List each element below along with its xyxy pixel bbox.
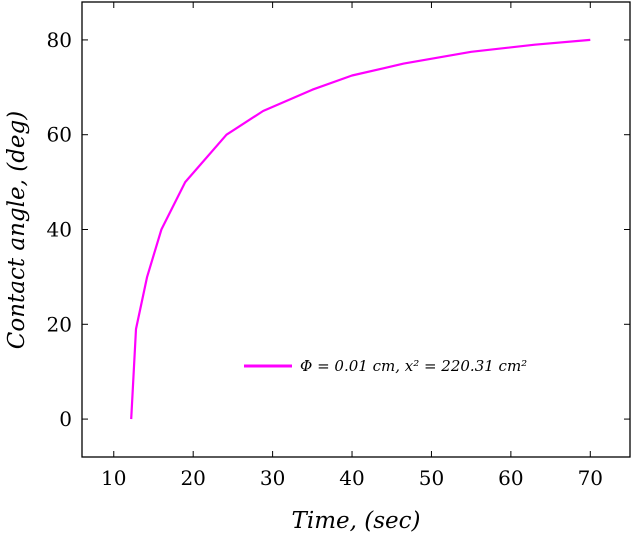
x-axis-title: Time, (sec) — [292, 508, 421, 534]
y-tick-label: 0 — [59, 407, 72, 431]
x-tick-label: 50 — [419, 466, 444, 490]
y-tick-label: 20 — [47, 312, 72, 336]
tick-marks — [82, 2, 630, 457]
x-tick-label: 10 — [101, 466, 126, 490]
tick-labels: 10 20 30 40 50 60 70 0 20 40 60 80 — [47, 28, 603, 490]
x-tick-label: 60 — [498, 466, 523, 490]
x-tick-label: 20 — [180, 466, 205, 490]
y-tick-label: 40 — [47, 218, 72, 242]
y-tick-label: 80 — [47, 28, 72, 52]
y-tick-label: 60 — [47, 123, 72, 147]
y-axis-title: Contact angle, (deg) — [4, 111, 30, 350]
legend: Φ = 0.01 cm, x² = 220.31 cm² — [244, 357, 527, 375]
plot-frame — [81, 1, 631, 458]
x-tick-label: 30 — [260, 466, 285, 490]
series-layer — [130, 38, 591, 420]
x-tick-label: 40 — [339, 466, 364, 490]
x-tick-label: 70 — [578, 466, 603, 490]
legend-label: Φ = 0.01 cm, x² = 220.31 cm² — [300, 357, 527, 375]
series-line — [130, 38, 591, 420]
